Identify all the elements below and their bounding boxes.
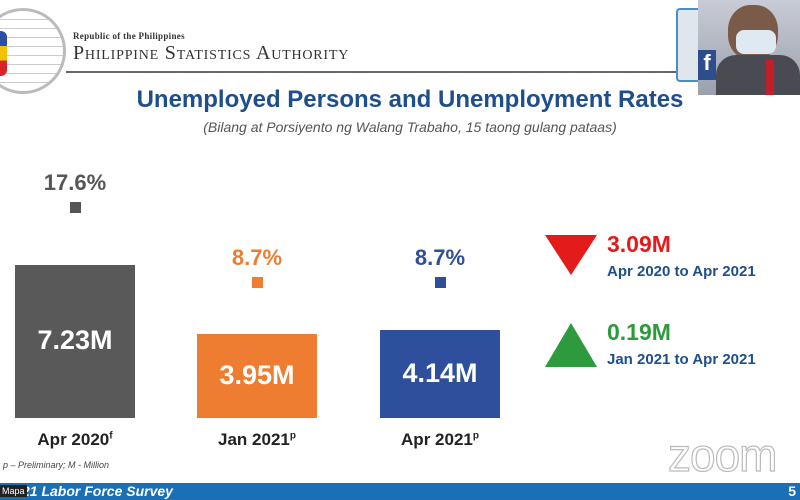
rate-label: 17.6% <box>43 170 107 195</box>
participant-video[interactable]: f <box>698 0 800 95</box>
change-value: 3.09M <box>607 231 671 257</box>
change-period: Apr 2020 to Apr 2021 <box>607 263 756 280</box>
category-label: Apr 2021p <box>360 430 520 450</box>
republic-label: Republic of the Philippines <box>73 31 185 41</box>
category-text: Apr 2020 <box>37 430 110 449</box>
bar-value-label: 4.14M <box>402 358 478 389</box>
rate-marker <box>435 277 446 288</box>
change-period: Jan 2021 to Apr 2021 <box>607 351 756 368</box>
speaker-tie <box>766 60 774 95</box>
bar-0 <box>15 264 135 418</box>
down-triangle-icon <box>545 235 597 275</box>
category-text: Jan 2021 <box>218 430 290 449</box>
footer-title: 21 Labor Force Survey <box>22 483 173 499</box>
rate-label: 8.7% <box>414 245 466 270</box>
footnote: p – Preliminary; M - Million <box>3 460 110 470</box>
bar-chart: 7.23M 17.6% Apr 2020f 3.95M 8.7% Jan 2021p 4.1… <box>0 170 520 450</box>
slide-title: Unemployed Persons and Unemployment Rate… <box>136 86 684 113</box>
bar-1 <box>197 334 317 418</box>
category-label: Apr 2020f <box>0 430 155 450</box>
agency-name: Philippine Statistics Authority <box>73 42 350 64</box>
bar-value-label: 3.95M <box>219 360 295 391</box>
footer-bar <box>0 483 800 500</box>
category-mark: p <box>472 430 479 442</box>
psa-logo <box>0 8 66 94</box>
page-number: 5 <box>788 483 796 499</box>
speaker-suit <box>716 55 800 95</box>
face-mask <box>736 30 776 54</box>
zoom-watermark: zoom <box>667 428 778 481</box>
bar-value-label: 7.23M <box>37 325 113 356</box>
category-text: Apr 2021 <box>401 430 473 449</box>
category-mark: p <box>289 430 296 442</box>
slide-subtitle: (Bilang at Porsiyento ng Walang Trabaho,… <box>203 119 617 135</box>
change-value: 0.19M <box>607 319 671 345</box>
category-label: Jan 2021p <box>177 430 337 450</box>
rate-label: 8.7% <box>231 245 283 270</box>
rate-marker <box>70 202 81 213</box>
participant-name: Mapa <box>0 485 27 497</box>
up-triangle-icon <box>545 323 597 367</box>
rate-marker <box>252 277 263 288</box>
bar-2 <box>380 330 500 418</box>
header-divider <box>66 71 696 73</box>
facebook-icon: f <box>698 50 716 80</box>
category-mark: f <box>109 430 113 442</box>
